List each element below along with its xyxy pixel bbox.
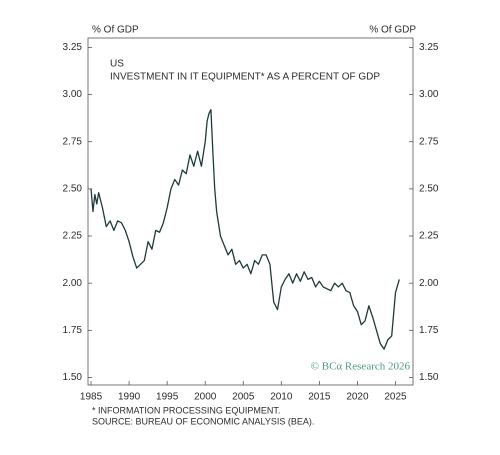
y2-tick-label: 3.00 [419,89,439,100]
x-tick-label: 2020 [346,392,369,403]
y2-tick-label: 2.75 [419,136,439,147]
y2-tick-label: 2.50 [419,184,439,195]
y-tick-label: 1.75 [63,325,83,336]
y-tick-label: 3.25 [63,42,83,53]
x-tick-label: 2010 [270,392,293,403]
y2-tick-label: 3.25 [419,42,439,53]
y2-tick-label: 2.00 [419,278,439,289]
plot-frame [87,37,414,386]
y-tick-label: 2.50 [63,184,83,195]
y2-axis-label: % Of GDP [369,25,416,36]
y-tick-label: 2.25 [63,231,83,242]
x-tick-label: 1995 [156,392,179,403]
x-tick-label: 2000 [194,392,217,403]
y-tick-label: 2.00 [63,278,83,289]
footnote: * INFORMATION PROCESSING EQUIPMENT. [92,405,280,415]
x-tick-label: 2015 [308,392,331,403]
x-tick-label: 2025 [384,392,407,403]
y-tick-label: 2.75 [63,136,83,147]
y-axis-label: % Of GDP [92,25,139,36]
y-tick-label: 1.50 [63,372,83,383]
x-tick-label: 1985 [80,392,103,403]
watermark: © BCα Research 2026 [311,361,411,373]
data-line [90,109,400,350]
y2-tick-label: 2.25 [419,231,439,242]
y2-tick-label: 1.50 [419,372,439,383]
footnote: SOURCE: BUREAU OF ECONOMIC ANALYSIS (BEA… [92,416,314,426]
chart-title: US [110,59,124,70]
x-tick-label: 1990 [118,392,141,403]
chart-subtitle: INVESTMENT IN IT EQUIPMENT* AS A PERCENT… [110,72,380,83]
x-tick-label: 2005 [232,392,255,403]
y-tick-label: 3.00 [63,89,83,100]
y2-tick-label: 1.75 [419,325,439,336]
